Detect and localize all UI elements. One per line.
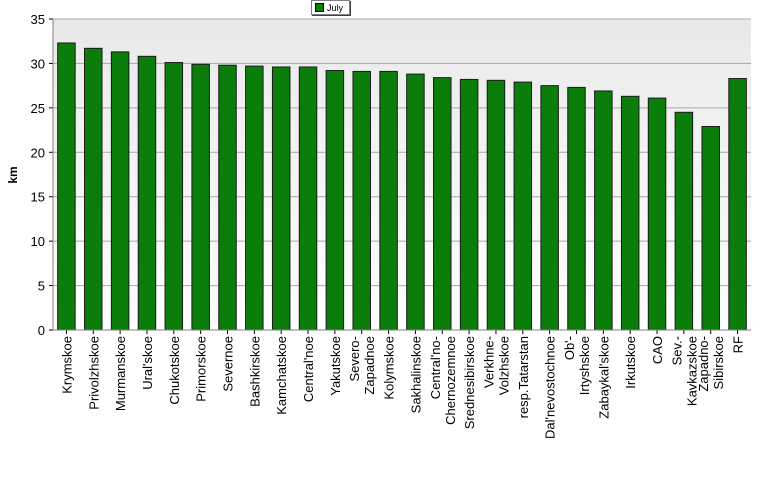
bar	[540, 85, 559, 331]
x-tick-label: Kamchatskoe	[274, 336, 289, 415]
x-axis-ticks: Krymskoe Privolzhskoe Murmanskoe Ural'skoe C…	[59, 330, 746, 439]
bar	[459, 78, 479, 331]
x-tick-label: Kolymskoe	[382, 336, 397, 400]
bar	[406, 73, 425, 331]
bar	[325, 70, 345, 331]
bar	[728, 78, 747, 331]
x-tick-label: Severo-Zapadnoe	[347, 336, 377, 395]
x-tick-label: Privolzhskoe	[86, 336, 101, 410]
x-tick-label: Chukotskoe	[167, 336, 182, 405]
x-tick-label: CAO	[650, 336, 665, 364]
x-tick-label: Sakhalinskoe	[408, 336, 423, 413]
bar	[164, 62, 184, 331]
x-tick-label: Murmanskoe	[113, 336, 128, 411]
x-tick-label: Central'no-Chernozemnoe	[428, 336, 458, 425]
bar	[352, 70, 371, 331]
x-tick-label: Primorskoe	[194, 336, 209, 402]
plot-area	[53, 19, 751, 330]
x-tick-label: Zapadno-Sibirskoe	[696, 336, 726, 392]
bar	[110, 51, 130, 331]
bar	[647, 97, 667, 331]
x-tick-label: Dal'nevostochnoe	[543, 336, 558, 439]
y-tick-label: 15	[31, 190, 45, 205]
y-axis-label: km	[6, 166, 20, 183]
bar	[674, 111, 694, 331]
bar	[84, 47, 103, 331]
x-tick-label: Verkhne-Volzhskoe	[481, 336, 511, 395]
bar	[57, 42, 76, 331]
bar	[191, 63, 210, 331]
bar	[513, 81, 533, 331]
x-tick-label: Ural'skoe	[140, 336, 155, 390]
x-tick-label: resp.Tatarstan	[516, 336, 531, 418]
bars	[57, 42, 747, 331]
x-tick-label: Srednesibirskoe	[462, 336, 477, 429]
y-tick-label: 0	[38, 323, 45, 338]
y-tick-label: 5	[38, 279, 45, 294]
y-tick-label: 35	[31, 12, 45, 27]
y-tick-label: 10	[31, 234, 45, 249]
y-tick-label: 30	[31, 56, 45, 71]
x-tick-label: Severnoe	[221, 336, 236, 392]
bar	[620, 95, 640, 331]
bar	[486, 79, 506, 331]
x-tick-label: Ob'-Irtyshskoe	[562, 336, 592, 395]
x-tick-label: Bashkirskoe	[247, 336, 262, 407]
x-tick-label: Sev.-Kavkazskoe	[669, 336, 699, 406]
bar	[567, 86, 586, 331]
x-tick-label: Central'noe	[301, 336, 316, 402]
bar	[594, 90, 613, 331]
y-tick-label: 20	[31, 145, 45, 160]
legend-label: July	[327, 2, 344, 13]
bar	[379, 70, 398, 331]
bar	[245, 65, 264, 331]
bar	[701, 126, 720, 331]
x-tick-label: Krymskoe	[59, 336, 74, 394]
bar	[271, 66, 291, 331]
legend-swatch	[315, 3, 324, 12]
y-axis-ticks: 0 5 10 15 20 25 30 35	[31, 12, 53, 338]
y-tick-label: 25	[31, 101, 45, 116]
bar	[298, 66, 318, 331]
bar	[137, 55, 157, 331]
bar	[218, 64, 237, 331]
bar	[433, 77, 452, 331]
x-tick-label: Zabaykal'skoe	[596, 336, 611, 419]
x-tick-label: Yakutskoe	[328, 336, 343, 396]
x-tick-label: Irkutskoe	[623, 336, 638, 389]
x-tick-label: RF	[731, 336, 746, 353]
legend: July	[311, 0, 351, 15]
